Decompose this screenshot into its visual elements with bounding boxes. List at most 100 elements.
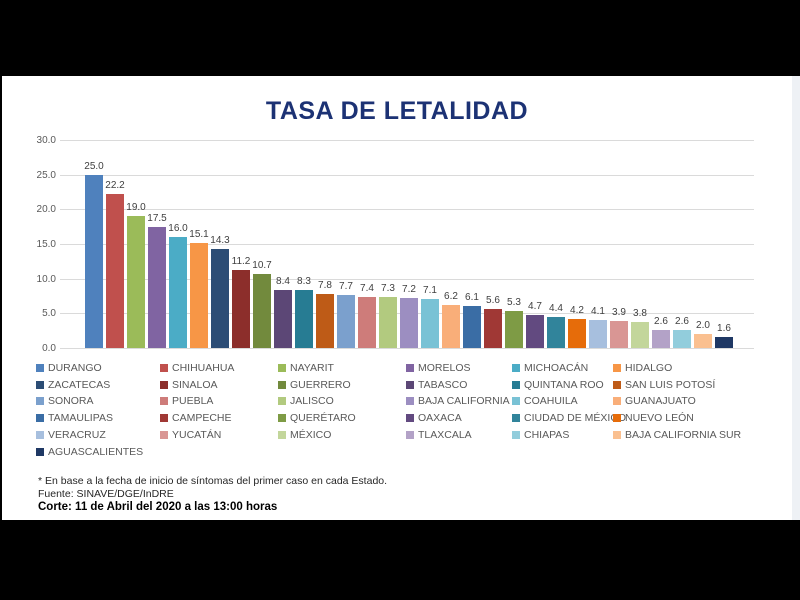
legend-label: NUEVO LEÓN bbox=[625, 412, 694, 425]
y-gridline bbox=[60, 348, 754, 349]
legend-label: JALISCO bbox=[290, 395, 334, 408]
legend-marker bbox=[512, 364, 520, 372]
legend-item: BAJA CALIFORNIA SUR bbox=[613, 429, 741, 441]
legend-label: PUEBLA bbox=[172, 395, 214, 408]
chart-bar bbox=[295, 290, 313, 348]
legend-item: PUEBLA bbox=[160, 395, 213, 407]
bar-value-label: 22.2 bbox=[105, 180, 125, 192]
legend-marker bbox=[406, 414, 414, 423]
chart-title: TASA DE LETALIDAD bbox=[265, 97, 529, 125]
chart-bar bbox=[379, 297, 397, 348]
chart-bar bbox=[169, 237, 187, 348]
chart-bar bbox=[547, 317, 565, 348]
legend-item: SINALOA bbox=[160, 379, 218, 391]
bar-value-label: 15.1 bbox=[189, 229, 209, 241]
bar-value-label: 6.2 bbox=[444, 291, 458, 302]
y-tick-label: 20.0 bbox=[36, 204, 56, 216]
legend-label: CHIHUAHUA bbox=[172, 362, 235, 374]
legend-label: YUCATÁN bbox=[172, 428, 222, 441]
footer-source: Fuente: SINAVE/DGE/InDRE bbox=[38, 488, 174, 500]
bar-value-label: 11.2 bbox=[231, 256, 251, 268]
legend-item: SONORA bbox=[36, 395, 94, 407]
bar-value-label: 5.3 bbox=[507, 297, 521, 309]
letterbox-top bbox=[0, 0, 800, 76]
bar-value-label: 7.1 bbox=[423, 284, 437, 296]
legend-label: VERACRUZ bbox=[48, 428, 106, 441]
bar-value-label: 25.0 bbox=[84, 160, 104, 172]
chart-bar bbox=[211, 248, 229, 348]
legend-label: MORELOS bbox=[418, 362, 471, 374]
bar-value-label: 8.4 bbox=[276, 275, 290, 287]
legend-item: NUEVO LEÓN bbox=[613, 412, 694, 424]
bar-value-label: 19.0 bbox=[126, 202, 146, 214]
chart-bar bbox=[442, 305, 460, 348]
legend-item: TAMAULIPAS bbox=[36, 412, 113, 424]
y-tick-label: 5.0 bbox=[42, 308, 56, 320]
legend-label: OAXACA bbox=[418, 412, 462, 425]
legend-marker bbox=[512, 430, 520, 439]
legend-marker bbox=[36, 414, 44, 423]
chart-bar bbox=[337, 294, 355, 348]
legend-marker bbox=[613, 430, 621, 439]
legend-item: QUERÉTARO bbox=[278, 412, 356, 424]
bar-value-label: 4.7 bbox=[528, 301, 542, 313]
legend-label: BAJA CALIFORNIA SUR bbox=[625, 428, 742, 441]
y-gridline bbox=[60, 140, 754, 141]
chart-bar bbox=[148, 226, 166, 348]
y-gridline bbox=[60, 278, 754, 280]
legend-item: GUANAJUATO bbox=[613, 395, 696, 407]
chart-bar bbox=[106, 194, 124, 348]
letterbox-bottom bbox=[0, 520, 800, 600]
legend-item: VERACRUZ bbox=[36, 429, 106, 441]
y-tick-label: 15.0 bbox=[36, 239, 56, 250]
legend-marker bbox=[278, 380, 286, 389]
legend-item: MICHOACÁN bbox=[512, 362, 588, 374]
legend-marker bbox=[512, 380, 520, 389]
y-tick-label: 25.0 bbox=[36, 169, 56, 181]
chart-bar bbox=[400, 298, 418, 348]
bar-value-label: 7.7 bbox=[339, 280, 353, 292]
legend-label: QUERÉTARO bbox=[290, 412, 356, 425]
legend-label: NAYARIT bbox=[290, 362, 334, 374]
legend-label: TABASCO bbox=[418, 378, 468, 391]
bar-value-label: 7.2 bbox=[402, 284, 416, 296]
legend-label: CHIAPAS bbox=[524, 428, 570, 441]
chart-bar bbox=[316, 293, 334, 348]
legend-item: NAYARIT bbox=[278, 362, 334, 374]
legend-label: CAMPECHE bbox=[172, 412, 232, 425]
legend-item: CAMPECHE bbox=[160, 412, 232, 424]
legend-marker bbox=[613, 380, 621, 389]
legend-label: SINALOA bbox=[172, 378, 218, 391]
legend-marker bbox=[36, 397, 44, 406]
bar-value-label: 4.4 bbox=[549, 303, 563, 315]
legend-item: YUCATÁN bbox=[160, 429, 221, 441]
legend-marker bbox=[160, 364, 168, 372]
legend-marker bbox=[36, 447, 44, 456]
legend-marker bbox=[160, 430, 168, 439]
slide: TASA DE LETALIDAD * En base a la fecha d… bbox=[2, 76, 792, 520]
chart-bar bbox=[568, 318, 586, 348]
legend-item: TABASCO bbox=[406, 379, 467, 391]
legend-label: CIUDAD DE MÉXICO bbox=[524, 412, 627, 425]
legend-item: CIUDAD DE MÉXICO bbox=[512, 412, 626, 424]
chart-bar bbox=[526, 315, 544, 348]
y-tick-label: 0.0 bbox=[42, 343, 56, 354]
legend-item: COAHUILA bbox=[512, 395, 578, 407]
chart-bar bbox=[484, 309, 502, 348]
legend-label: BAJA CALIFORNIA bbox=[418, 395, 510, 408]
chart-bar bbox=[589, 319, 607, 348]
legend-item: DURANGO bbox=[36, 362, 102, 374]
legend-marker bbox=[36, 380, 44, 389]
legend-item: BAJA CALIFORNIA bbox=[406, 395, 510, 407]
legend-marker bbox=[160, 380, 168, 389]
legend-item: TLAXCALA bbox=[406, 429, 472, 441]
legend-marker bbox=[613, 364, 621, 372]
bar-value-label: 1.6 bbox=[717, 322, 731, 334]
legend-marker bbox=[278, 414, 286, 423]
bar-value-label: 5.6 bbox=[486, 295, 500, 307]
bar-value-label: 7.4 bbox=[360, 282, 374, 294]
legend-marker bbox=[36, 430, 44, 439]
chart-bar bbox=[358, 296, 376, 348]
y-gridline bbox=[60, 174, 754, 176]
bar-value-label: 6.1 bbox=[465, 291, 479, 303]
